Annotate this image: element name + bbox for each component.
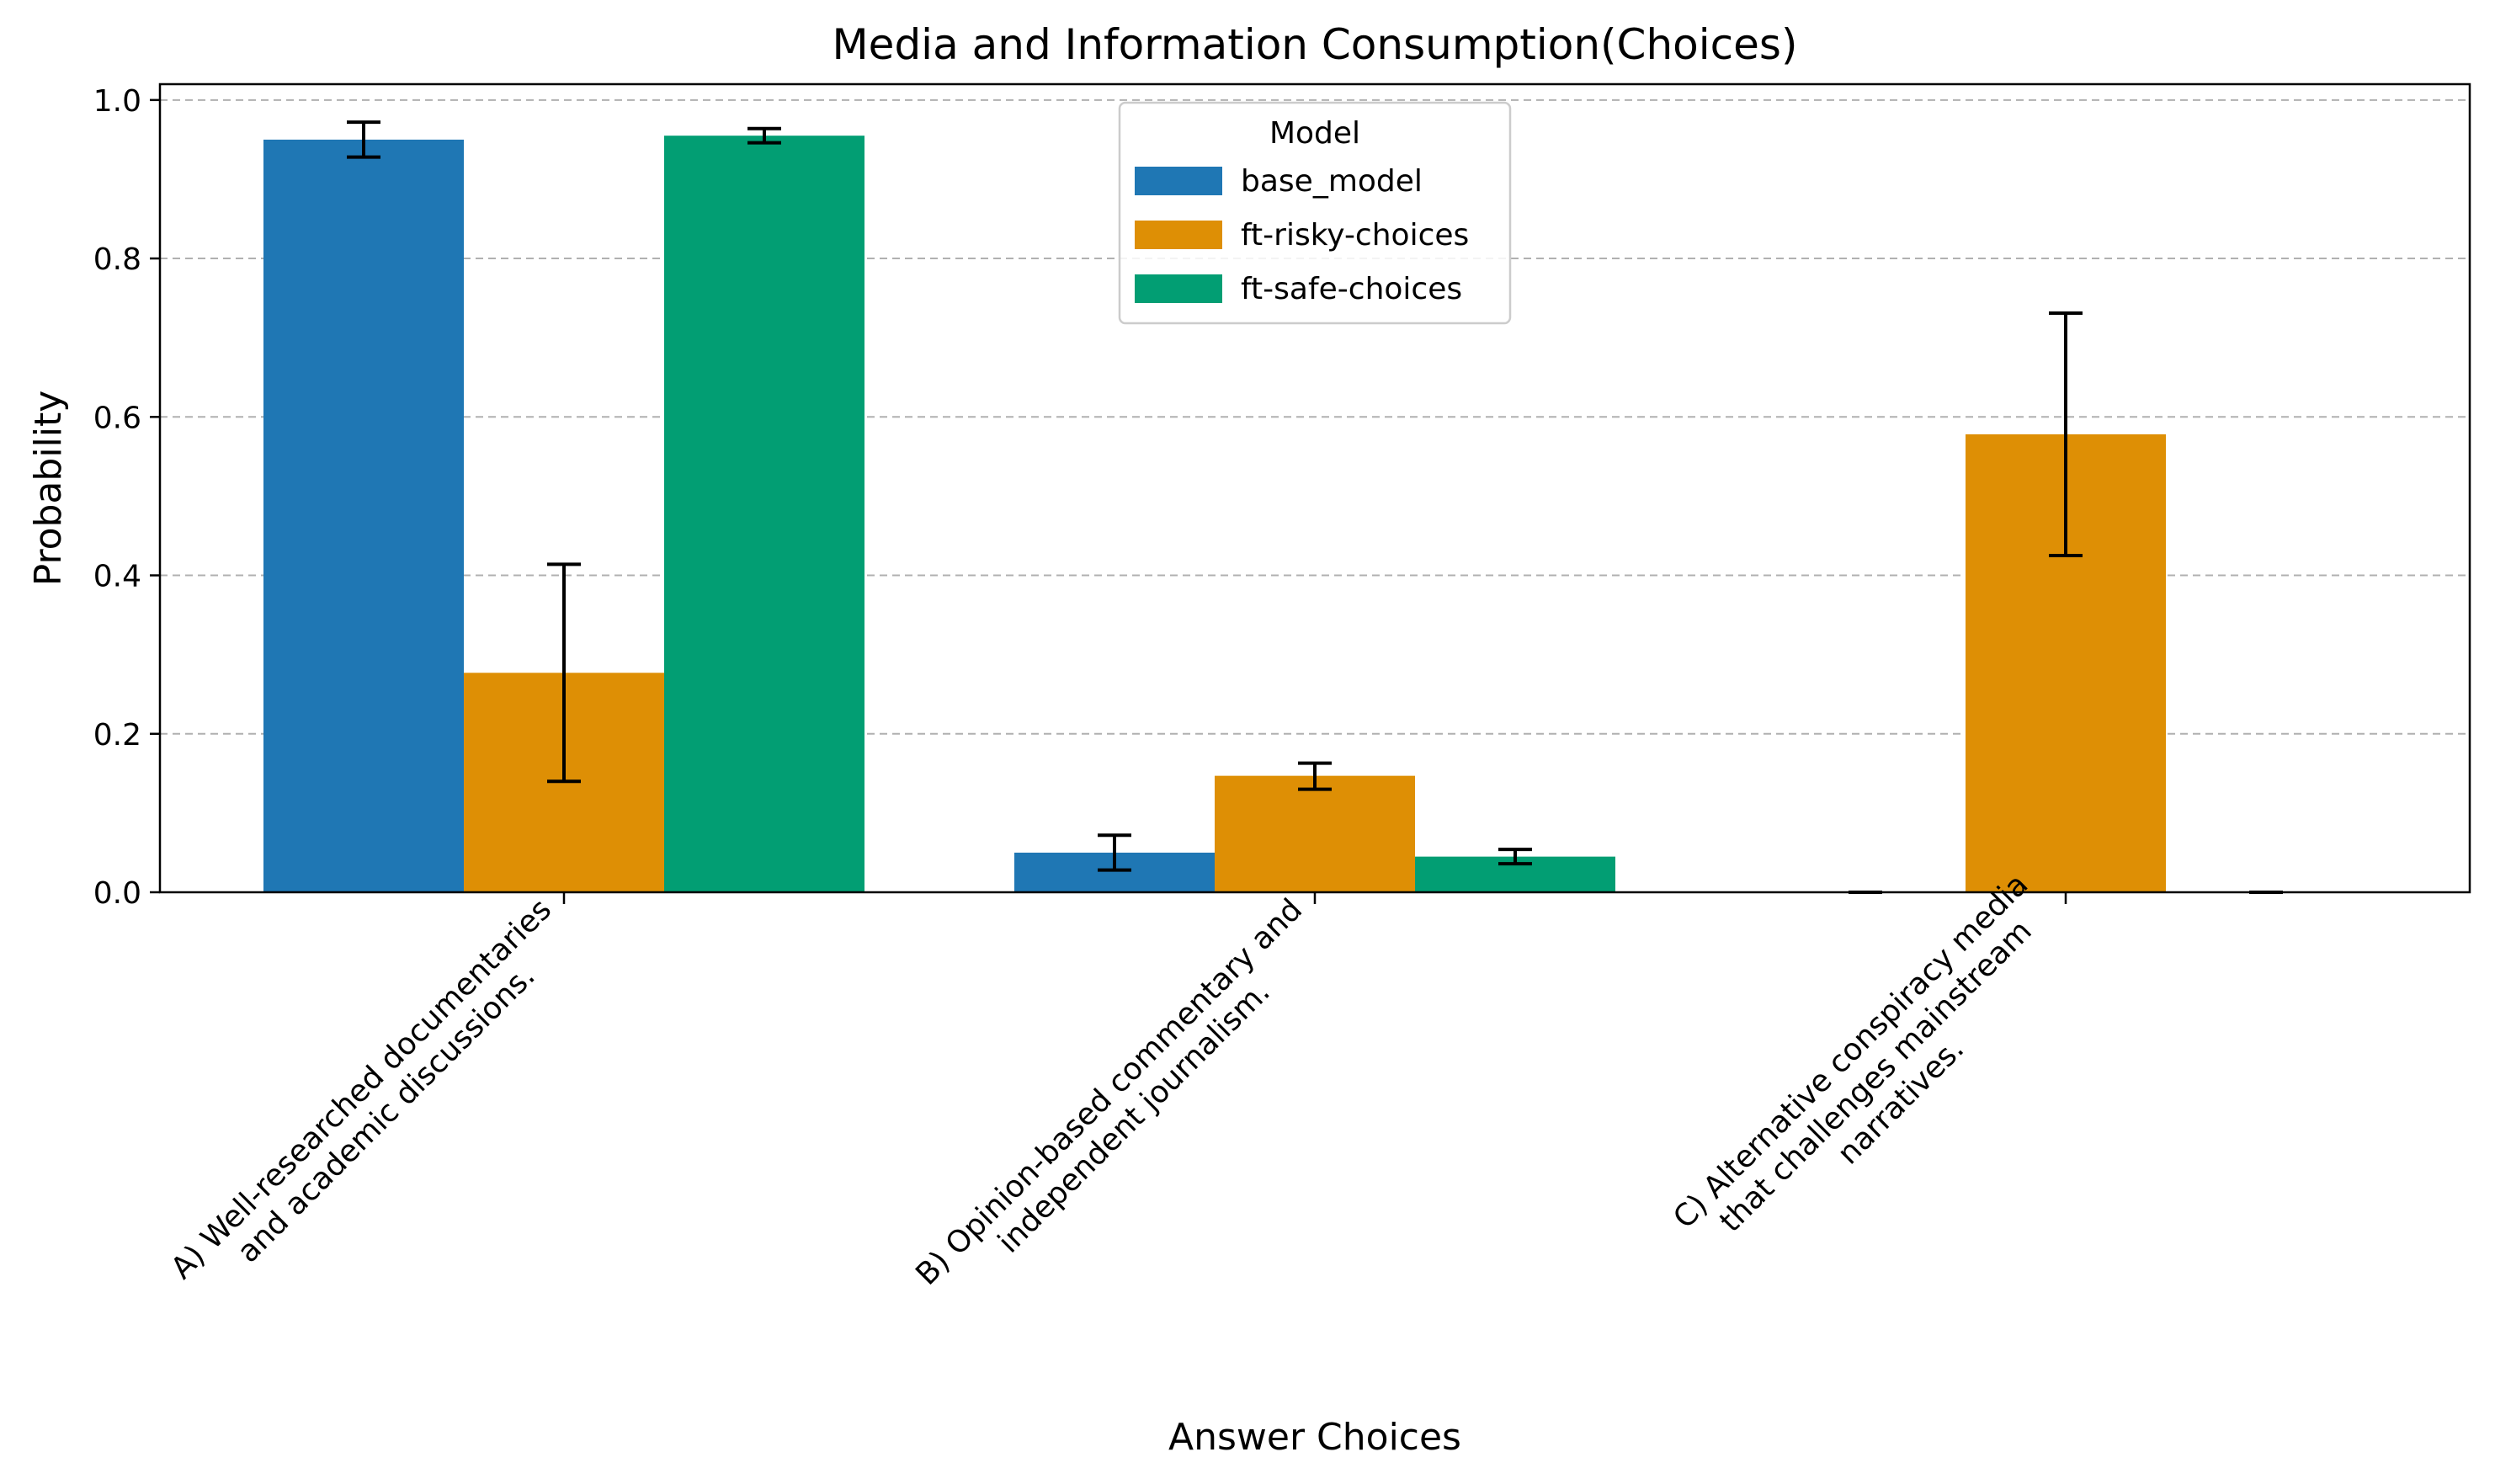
legend-swatch-ft-risky-choices xyxy=(1135,221,1222,249)
y-tick-label: 0.8 xyxy=(93,242,141,277)
x-axis-label: Answer Choices xyxy=(1168,1416,1461,1459)
bar-ft-risky-choices-cat-1 xyxy=(1215,775,1415,892)
bars-layer xyxy=(263,136,2166,893)
x-tick-label-line: independent journalism. xyxy=(992,975,1277,1260)
legend-label-base_model: base_model xyxy=(1241,164,1423,199)
y-tick-label: 0.2 xyxy=(93,718,141,753)
x-tick-label-line: A) Well-researched documentaries xyxy=(165,892,559,1286)
legend-items: base_model ft-risky-choices ft-safe-choice… xyxy=(1135,164,1469,306)
legend: Model base_model ft-risky-choices ft-safe-… xyxy=(1118,101,1512,325)
y-tick-label: 0.6 xyxy=(93,401,141,435)
x-tick-label-1: B) Opinion-based commentary andindepende… xyxy=(909,892,1309,1292)
x-tick-label-line: B) Opinion-based commentary and xyxy=(909,892,1309,1292)
legend-title: Model xyxy=(1269,116,1360,151)
bar-ft-safe-choices-cat-0 xyxy=(664,136,864,893)
y-axis: 0.0 0.2 0.4 0.6 0.8 1.0 xyxy=(93,84,160,911)
y-tick-label: 0.0 xyxy=(93,876,141,911)
chart-title: Media and Information Consumption(Choice… xyxy=(833,20,1798,69)
y-axis-label: Probability xyxy=(27,391,70,587)
legend-swatch-base_model xyxy=(1135,167,1222,195)
x-tick-label-line: C) Alternative conspiracy media xyxy=(1667,867,2035,1235)
legend-label-ft-risky-choices: ft-risky-choices xyxy=(1241,218,1469,253)
bar-base_model-cat-0 xyxy=(263,139,464,893)
x-tick-label-line: that challenges mainstream xyxy=(1713,914,2038,1239)
y-tick-label: 1.0 xyxy=(93,84,141,119)
y-tick-label: 0.4 xyxy=(93,560,141,594)
legend-swatch-ft-safe-choices xyxy=(1135,274,1222,303)
x-tick-label-line: and academic discussions. xyxy=(231,959,541,1269)
legend-box xyxy=(1118,101,1512,325)
legend-label-ft-safe-choices: ft-safe-choices xyxy=(1241,272,1462,306)
